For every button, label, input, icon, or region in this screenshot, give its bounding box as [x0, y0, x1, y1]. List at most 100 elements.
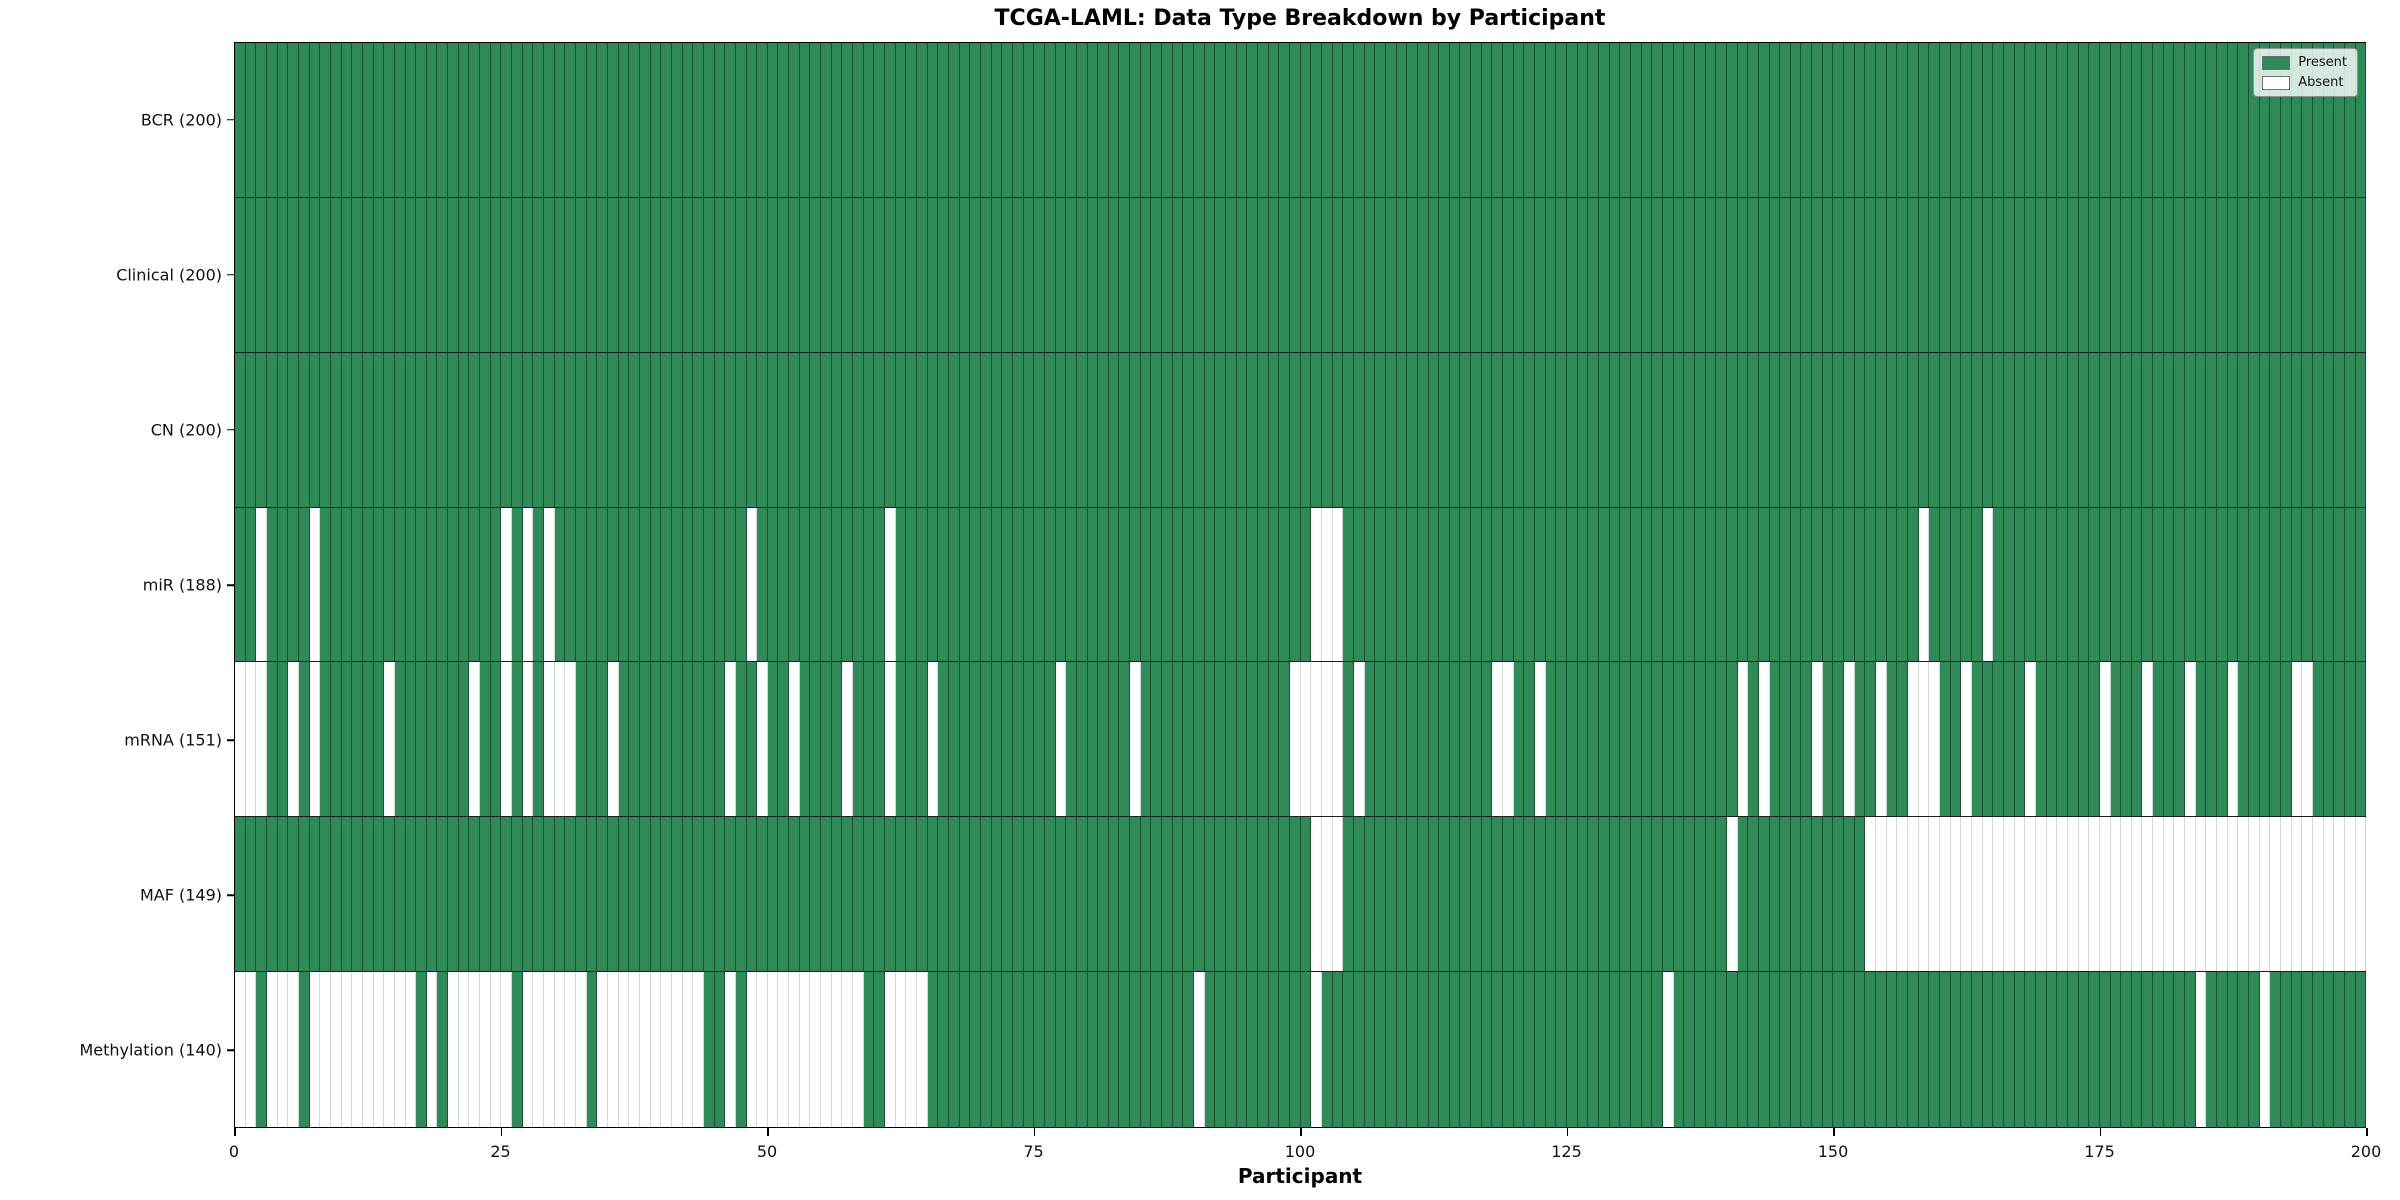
heatmap-cell	[1119, 43, 1131, 197]
heatmap-cell	[2142, 507, 2154, 662]
heatmap-cell	[725, 662, 736, 817]
heatmap-cell	[1108, 972, 1120, 1127]
heatmap-cell	[1833, 662, 1845, 817]
heatmap-cell	[2046, 662, 2058, 817]
heatmap-cell	[1897, 43, 1909, 197]
heatmap-cell	[895, 43, 907, 197]
heatmap-cell	[2259, 972, 2271, 1127]
heatmap-cell	[1705, 507, 1717, 662]
heatmap-cell	[1194, 972, 1205, 1127]
heatmap-cell	[2344, 817, 2356, 972]
heatmap-cell	[245, 972, 257, 1127]
heatmap-cell	[320, 972, 331, 1127]
heatmap-cell	[2174, 43, 2186, 197]
heatmap-cell	[1748, 507, 1759, 662]
heatmap-cell	[373, 43, 385, 197]
heatmap-cell	[2035, 197, 2047, 352]
chart-title: TCGA-LAML: Data Type Breakdown by Partic…	[994, 6, 1606, 31]
heatmap-cell	[362, 43, 374, 197]
heatmap-cell	[1940, 43, 1951, 197]
heatmap-cell	[714, 507, 726, 662]
heatmap-cell	[1311, 662, 1322, 817]
heatmap-cell	[1865, 507, 1877, 662]
heatmap-cell	[1524, 817, 1536, 972]
heatmap-cell	[2153, 197, 2164, 352]
heatmap-cell	[1162, 817, 1173, 972]
heatmap-cell	[1684, 817, 1695, 972]
heatmap-cell	[458, 43, 470, 197]
heatmap-cell	[853, 662, 864, 817]
heatmap-cell	[906, 817, 917, 972]
heatmap-cell	[1428, 817, 1440, 972]
heatmap-cell	[1098, 197, 1109, 352]
heatmap-cell	[1481, 662, 1493, 817]
heatmap-cell	[661, 43, 672, 197]
heatmap-cell	[1162, 197, 1173, 352]
heatmap-cell	[2355, 972, 2367, 1127]
x-tick-label-75: 75	[1023, 1142, 1044, 1161]
heatmap-cell	[2281, 972, 2292, 1127]
heatmap-cell	[2014, 817, 2026, 972]
heatmap-cell	[1140, 507, 1152, 662]
heatmap-cell	[671, 662, 683, 817]
heatmap-cell	[448, 972, 459, 1127]
heatmap-cell	[1673, 507, 1685, 662]
heatmap-cell	[757, 507, 768, 662]
heatmap-cell	[1599, 352, 1610, 507]
heatmap-cell	[757, 972, 768, 1127]
heatmap-cell	[1758, 43, 1770, 197]
heatmap-cell	[2217, 972, 2228, 1127]
heatmap-cell	[1321, 817, 1333, 972]
heatmap-cell	[1258, 43, 1269, 197]
heatmap-cell	[682, 662, 694, 817]
heatmap-cell	[1812, 43, 1823, 197]
heatmap-cell	[1876, 507, 1887, 662]
heatmap-cell	[1982, 43, 1994, 197]
heatmap-cell	[1886, 43, 1898, 197]
heatmap-cell	[959, 972, 971, 1127]
heatmap-cell	[1748, 662, 1759, 817]
heatmap-cell	[1215, 507, 1227, 662]
heatmap-cell	[1790, 972, 1802, 1127]
x-tick-label-25: 25	[490, 1142, 511, 1161]
heatmap-cell	[1385, 972, 1397, 1127]
heatmap-cell	[693, 352, 704, 507]
heatmap-cell	[2174, 197, 2186, 352]
heatmap-cell	[2099, 817, 2111, 972]
heatmap-cell	[576, 352, 587, 507]
heatmap-cell	[1758, 817, 1770, 972]
heatmap-cell	[874, 507, 886, 662]
heatmap-cell	[735, 352, 747, 507]
heatmap-cell	[1641, 43, 1653, 197]
heatmap-cell	[874, 43, 886, 197]
heatmap-cell	[1002, 43, 1013, 197]
heatmap-cell	[895, 662, 907, 817]
heatmap-cell	[1918, 817, 1930, 972]
heatmap-cell	[629, 43, 640, 197]
heatmap-cell	[1822, 817, 1834, 972]
heatmap-cell	[1684, 507, 1695, 662]
heatmap-cell	[1471, 507, 1482, 662]
heatmap-cell	[2099, 197, 2111, 352]
heatmap-cell	[544, 197, 555, 352]
heatmap-cell	[1897, 352, 1909, 507]
heatmap-cell	[1300, 352, 1312, 507]
heatmap-cell	[2099, 662, 2111, 817]
heatmap-cell	[586, 972, 598, 1127]
heatmap-cell	[1620, 507, 1631, 662]
heatmap-cell	[1471, 817, 1482, 972]
heatmap-cell	[330, 817, 342, 972]
heatmap-cell	[2078, 507, 2090, 662]
heatmap-cell	[1087, 817, 1099, 972]
heatmap-cell	[2334, 352, 2345, 507]
heatmap-cell	[1407, 817, 1418, 972]
heatmap-cell	[1279, 972, 1290, 1127]
heatmap-cell	[1641, 507, 1653, 662]
heatmap-cell	[1599, 507, 1610, 662]
heatmap-cell	[1982, 817, 1994, 972]
heatmap-cell	[1289, 817, 1301, 972]
heatmap-cell	[1034, 817, 1045, 972]
heatmap-cell	[938, 507, 949, 662]
heatmap-cell	[1023, 662, 1035, 817]
heatmap-cell	[938, 972, 949, 1127]
